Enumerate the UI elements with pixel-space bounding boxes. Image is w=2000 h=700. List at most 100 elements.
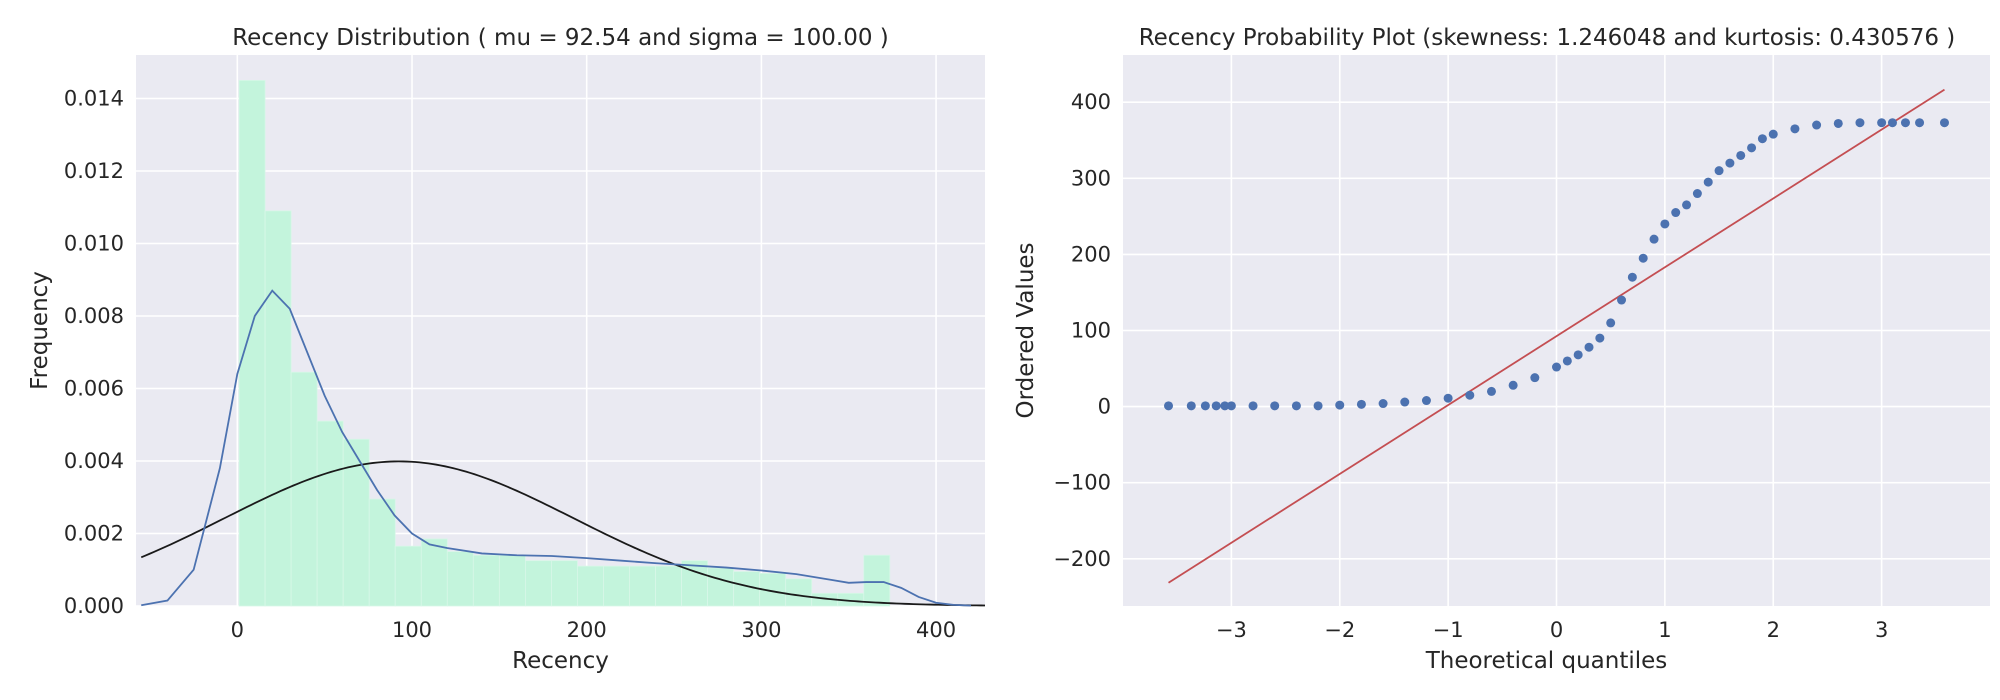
left-y-tick-label: 0.002 — [64, 522, 124, 546]
right-x-tick-label: 1 — [1658, 618, 1671, 642]
histogram-bar — [785, 578, 813, 607]
right-y-tick-label: 0 — [1098, 395, 1111, 419]
histogram-bar — [238, 79, 266, 607]
probability-point — [1790, 124, 1800, 134]
histogram-bar — [316, 420, 344, 607]
probability-point — [1248, 401, 1258, 411]
left-y-tick-label: 0.000 — [64, 594, 124, 618]
probability-point — [1220, 401, 1230, 411]
probability-point — [1714, 166, 1724, 176]
probability-point — [1186, 401, 1196, 411]
kde-curve — [141, 289, 972, 607]
right-y-tick-label: 200 — [1071, 242, 1111, 266]
right-x-tick-label: −1 — [1433, 618, 1464, 642]
probability-points — [1164, 118, 1949, 411]
probability-point — [1725, 158, 1735, 168]
right-x-tick-labels: −3 −2 −1 0 1 2 3 — [1216, 618, 1888, 642]
left-chart-title: Recency Distribution ( mu = 92.54 and si… — [232, 25, 889, 51]
right-y-tick-label: 400 — [1071, 90, 1111, 114]
histogram-bar — [577, 565, 604, 607]
left-x-tick-label: 0 — [231, 618, 244, 642]
probability-point — [1757, 134, 1767, 144]
histogram-bar — [863, 554, 891, 607]
probability-point — [1939, 118, 1949, 128]
probability-point — [1812, 120, 1822, 130]
left-y-tick-label: 0.004 — [64, 449, 124, 473]
probability-point — [1465, 390, 1475, 400]
normal-fit-curve — [140, 460, 986, 607]
probability-point — [1552, 362, 1561, 372]
recency-distribution-panel: 0 100 200 300 400 0.0000.0020.0040.0060.0080… — [27, 25, 986, 674]
probability-point — [1915, 118, 1925, 128]
right-y-tick-label: 300 — [1071, 166, 1111, 190]
probability-point — [1562, 356, 1572, 366]
left-y-tick-label: 0.006 — [64, 377, 124, 401]
histogram-bar — [368, 498, 396, 607]
histogram-bar — [264, 210, 292, 607]
probability-point — [1486, 386, 1496, 396]
probability-point — [1900, 118, 1910, 128]
probability-point — [1573, 350, 1583, 360]
probability-point — [1617, 295, 1627, 305]
left-y-tick-label: 0.014 — [64, 87, 124, 111]
probability-point — [1378, 399, 1388, 409]
probability-point — [1887, 118, 1897, 128]
left-y-axis-label: Frequency — [27, 271, 53, 390]
histogram-bar — [524, 560, 552, 607]
probability-point — [1530, 373, 1540, 383]
left-histogram-bars — [238, 79, 891, 607]
histogram-bar — [707, 567, 735, 607]
probability-point — [1606, 318, 1616, 328]
probability-point — [1584, 342, 1594, 352]
right-gridlines — [1123, 55, 1990, 606]
histogram-bar — [290, 371, 318, 607]
probability-point — [1335, 400, 1345, 410]
probability-point — [1855, 118, 1865, 128]
right-y-tick-label: 100 — [1071, 319, 1111, 343]
right-x-tick-label: 3 — [1875, 618, 1888, 642]
probability-point — [1747, 143, 1757, 153]
left-y-tick-labels: 0.000 0.002 0.004 0.006 0.008 0.010 0.012 0.014 — [64, 87, 124, 619]
left-x-tick-label: 200 — [567, 618, 607, 642]
histogram-bar — [603, 565, 630, 607]
left-x-tick-label: 100 — [392, 618, 432, 642]
left-x-axis-label: Recency — [512, 648, 609, 674]
left-x-tick-label: 400 — [916, 618, 956, 642]
right-y-axis-label: Ordered Values — [1013, 242, 1039, 418]
probability-point — [1768, 129, 1778, 139]
probability-point — [1638, 253, 1648, 263]
probability-point — [1313, 401, 1323, 411]
probability-point — [1682, 200, 1692, 210]
probability-point — [1291, 401, 1301, 411]
right-chart-title: Recency Probability Plot (skewness: 1.24… — [1139, 25, 1956, 51]
histogram-bar — [394, 545, 422, 607]
probability-point — [1164, 401, 1174, 411]
histogram-bar — [551, 560, 578, 607]
probability-point — [1211, 401, 1221, 411]
probability-point — [1660, 219, 1670, 229]
right-y-tick-label: −200 — [1053, 547, 1111, 571]
probability-point — [1692, 189, 1702, 199]
left-x-tick-label: 300 — [741, 618, 781, 642]
right-x-tick-label: −2 — [1324, 618, 1355, 642]
right-y-tick-label: −100 — [1053, 471, 1111, 495]
right-x-tick-label: 0 — [1550, 618, 1563, 642]
probability-point — [1200, 401, 1210, 411]
left-y-tick-label: 0.010 — [64, 232, 124, 256]
histogram-bar — [629, 565, 656, 607]
probability-point — [1833, 118, 1843, 128]
probability-point — [1421, 396, 1431, 406]
probability-fit-line — [1168, 88, 1945, 584]
probability-point — [1671, 208, 1681, 218]
probability-point — [1226, 401, 1236, 411]
right-y-tick-labels: −200 −100 0 100 200 300 400 — [1053, 90, 1111, 571]
probability-point — [1877, 118, 1887, 128]
probability-point — [1270, 401, 1280, 411]
probability-point — [1443, 393, 1453, 403]
histogram-bar — [420, 538, 448, 607]
right-x-tick-label: −3 — [1216, 618, 1247, 642]
probability-point — [1703, 177, 1713, 187]
right-x-axis-label: Theoretical quantiles — [1425, 648, 1668, 674]
probability-point — [1649, 234, 1659, 244]
